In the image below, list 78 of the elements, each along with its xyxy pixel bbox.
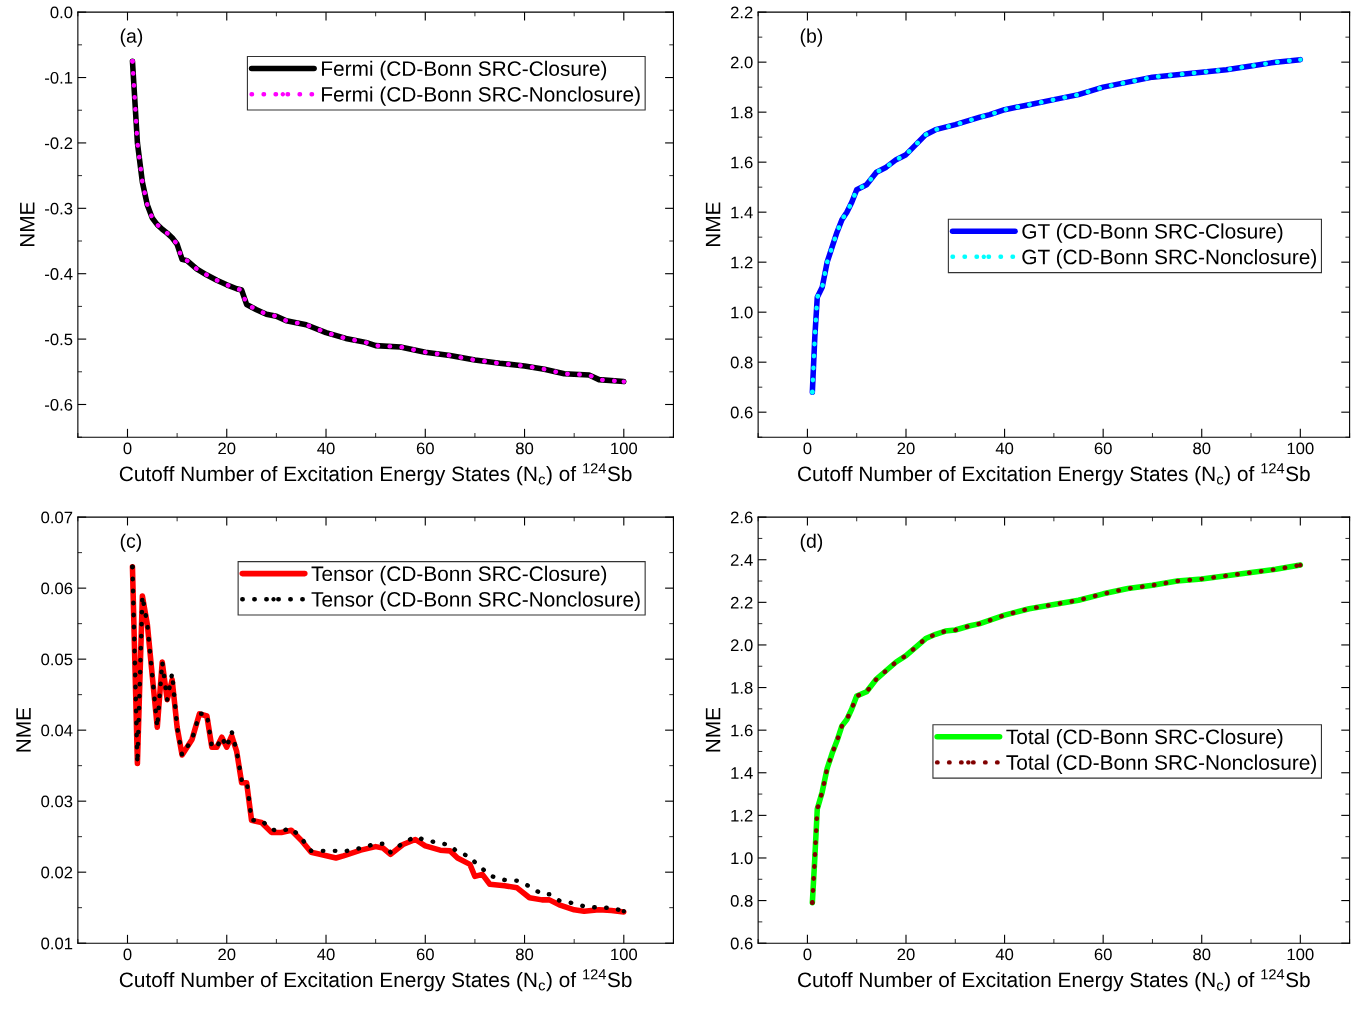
y-tick-label: 0.07 <box>41 511 73 524</box>
legend-label: Total (CD-Bonn SRC-Nonclosure) <box>1006 754 1316 774</box>
x-tick-label: 20 <box>897 948 915 961</box>
y-tick-label: 1.4 <box>731 767 753 779</box>
legend-label: Fermi (CD-Bonn SRC-Nonclosure) <box>322 86 640 106</box>
x-tick-label: 0 <box>803 442 812 455</box>
y-tick-label: 1.0 <box>731 306 753 319</box>
y-tick-label: 1.6 <box>731 156 753 169</box>
y-tick-label: 2.2 <box>730 596 753 609</box>
annotation: (c) <box>120 533 142 552</box>
y-tick-label: 2.0 <box>730 639 753 652</box>
x-tick-label: 80 <box>1193 442 1211 455</box>
legend-label: Tensor (CD-Bonn SRC-Closure) <box>311 565 607 586</box>
annotation: (d) <box>800 533 823 552</box>
x-tick-label: 100 <box>611 442 638 455</box>
y-axis-title: NME <box>705 707 721 752</box>
y-tick-label: 2.6 <box>730 511 753 524</box>
y-tick-label: 0.6 <box>730 406 753 419</box>
x-tick-label: 100 <box>1287 948 1314 961</box>
x-tick-label: 60 <box>1094 948 1112 961</box>
y-axis-title: NME <box>705 202 721 247</box>
y-tick-label: 0.03 <box>41 795 73 808</box>
x-tick-label: 80 <box>1193 948 1211 961</box>
legend-label: Fermi (CD-Bonn SRC-Closure) <box>322 60 607 81</box>
y-tick-label: 1.8 <box>731 681 753 694</box>
x-tick-label: 60 <box>416 948 434 961</box>
y-tick-label: 1.8 <box>731 106 753 119</box>
y-tick-label: -0.5 <box>45 333 73 346</box>
x-tick-label: 40 <box>995 948 1014 961</box>
legend-label: Tensor (CD-Bonn SRC-Nonclosure) <box>311 591 640 611</box>
y-tick-label: 0.01 <box>41 937 73 950</box>
y-tick-label: 0.8 <box>730 894 753 907</box>
y-tick-label: 0.6 <box>730 937 753 950</box>
x-tick-label: 60 <box>416 442 434 455</box>
x-tick-label: 20 <box>218 948 236 961</box>
legend-label: Total (CD-Bonn SRC-Closure) <box>1006 728 1283 749</box>
y-tick-label: 0.0 <box>50 6 73 19</box>
x-tick-label: 80 <box>516 442 534 455</box>
y-tick-label: 2.0 <box>730 56 753 69</box>
y-tick-label: 0.8 <box>730 356 753 369</box>
x-axis-title: Cutoff Number of Excitation Energy States (N$_{c}$) of $^{124}$Sb <box>798 463 1310 486</box>
annotation: (a) <box>120 28 143 47</box>
y-tick-label: 1.2 <box>731 809 753 822</box>
y-axis-title: NME <box>20 202 35 247</box>
y-tick-label: -0.1 <box>45 71 73 84</box>
y-tick-label: 1.4 <box>731 206 753 219</box>
x-tick-label: 60 <box>1094 442 1112 455</box>
legend-label: GT (CD-Bonn SRC-Nonclosure) <box>1022 249 1316 269</box>
x-tick-label: 20 <box>897 442 915 455</box>
y-tick-label: 1.2 <box>731 256 753 269</box>
y-tick-label: 0.05 <box>41 653 73 666</box>
y-tick-label: 1.6 <box>731 724 753 737</box>
legend-label: GT (CD-Bonn SRC-Closure) <box>1022 223 1283 243</box>
x-tick-label: 0 <box>803 948 812 961</box>
y-tick-label: -0.3 <box>45 202 73 215</box>
y-tick-label: 1.0 <box>731 852 753 865</box>
x-tick-label: 0 <box>123 442 132 455</box>
x-tick-label: 100 <box>1287 442 1314 455</box>
x-axis-title: Cutoff Number of Excitation Energy States (N$_{c}$) of $^{124}$Sb <box>119 463 632 486</box>
x-axis-title: Cutoff Number of Excitation Energy States (N$_{c}$) of $^{124}$Sb <box>119 969 632 992</box>
x-tick-label: 20 <box>218 442 236 455</box>
x-tick-label: 80 <box>516 948 534 961</box>
x-tick-label: 0 <box>123 948 132 961</box>
y-tick-label: -0.2 <box>45 137 73 150</box>
y-tick-label: 0.04 <box>41 724 73 737</box>
y-tick-label: 2.2 <box>730 6 753 19</box>
y-tick-label: 0.02 <box>41 866 73 879</box>
y-tick-label: -0.6 <box>45 398 73 411</box>
y-tick-label: -0.4 <box>45 268 73 280</box>
x-tick-label: 40 <box>317 442 335 455</box>
y-tick-label: 0.06 <box>41 582 73 595</box>
y-tick-label: 2.4 <box>730 554 753 566</box>
x-tick-label: 40 <box>317 948 335 961</box>
x-axis-title: Cutoff Number of Excitation Energy States (N$_{c}$) of $^{124}$Sb <box>798 969 1310 992</box>
x-tick-label: 100 <box>611 948 638 961</box>
y-axis-title: NME <box>16 707 31 752</box>
annotation: (b) <box>800 28 823 47</box>
x-tick-label: 40 <box>995 442 1014 455</box>
